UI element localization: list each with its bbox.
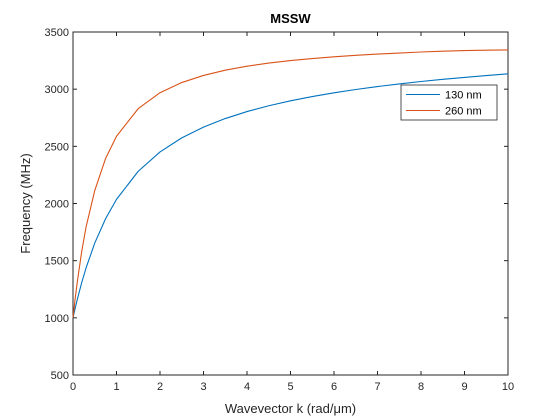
legend: 130 nm 260 nm xyxy=(400,84,498,121)
y-tick-label: 2000 xyxy=(45,199,69,211)
x-tick-label: 0 xyxy=(70,381,76,393)
y-tick-label: 3500 xyxy=(45,27,69,39)
x-tick-label: 9 xyxy=(461,381,467,393)
y-tick-label: 2500 xyxy=(45,141,69,153)
y-tick-label: 3000 xyxy=(45,84,69,96)
y-tick-label: 1000 xyxy=(45,313,69,325)
legend-label-130nm: 130 nm xyxy=(445,90,482,102)
x-tick-label: 6 xyxy=(331,381,337,393)
series-layer xyxy=(72,49,509,318)
x-tick-label: 4 xyxy=(244,381,250,393)
ticks-layer: 0 1 2 3 4 5 6 7 8 9 10 500 1000 1500 2000 2500 3000 3500 xyxy=(45,27,515,393)
x-tick-label: 7 xyxy=(374,381,380,393)
x-axis-label: Wavevector k (rad/μm) xyxy=(225,401,356,416)
x-tick-label: 5 xyxy=(287,381,293,393)
x-tick-label: 2 xyxy=(157,381,163,393)
x-tick-label: 10 xyxy=(502,381,514,393)
series-line-130nm xyxy=(72,73,509,318)
y-axis-label: Frequency (MHz) xyxy=(18,153,33,253)
legend-label-260nm: 260 nm xyxy=(445,106,482,118)
x-tick-label: 8 xyxy=(418,381,424,393)
series-line-260nm xyxy=(72,49,509,318)
plot-area xyxy=(72,31,509,376)
x-tick-label: 1 xyxy=(113,381,119,393)
chart-title: MSSW xyxy=(270,11,311,26)
x-tick-label: 3 xyxy=(200,381,206,393)
legend-box xyxy=(400,84,498,121)
y-tick-label: 500 xyxy=(51,370,69,382)
y-tick-label: 1500 xyxy=(45,256,69,268)
